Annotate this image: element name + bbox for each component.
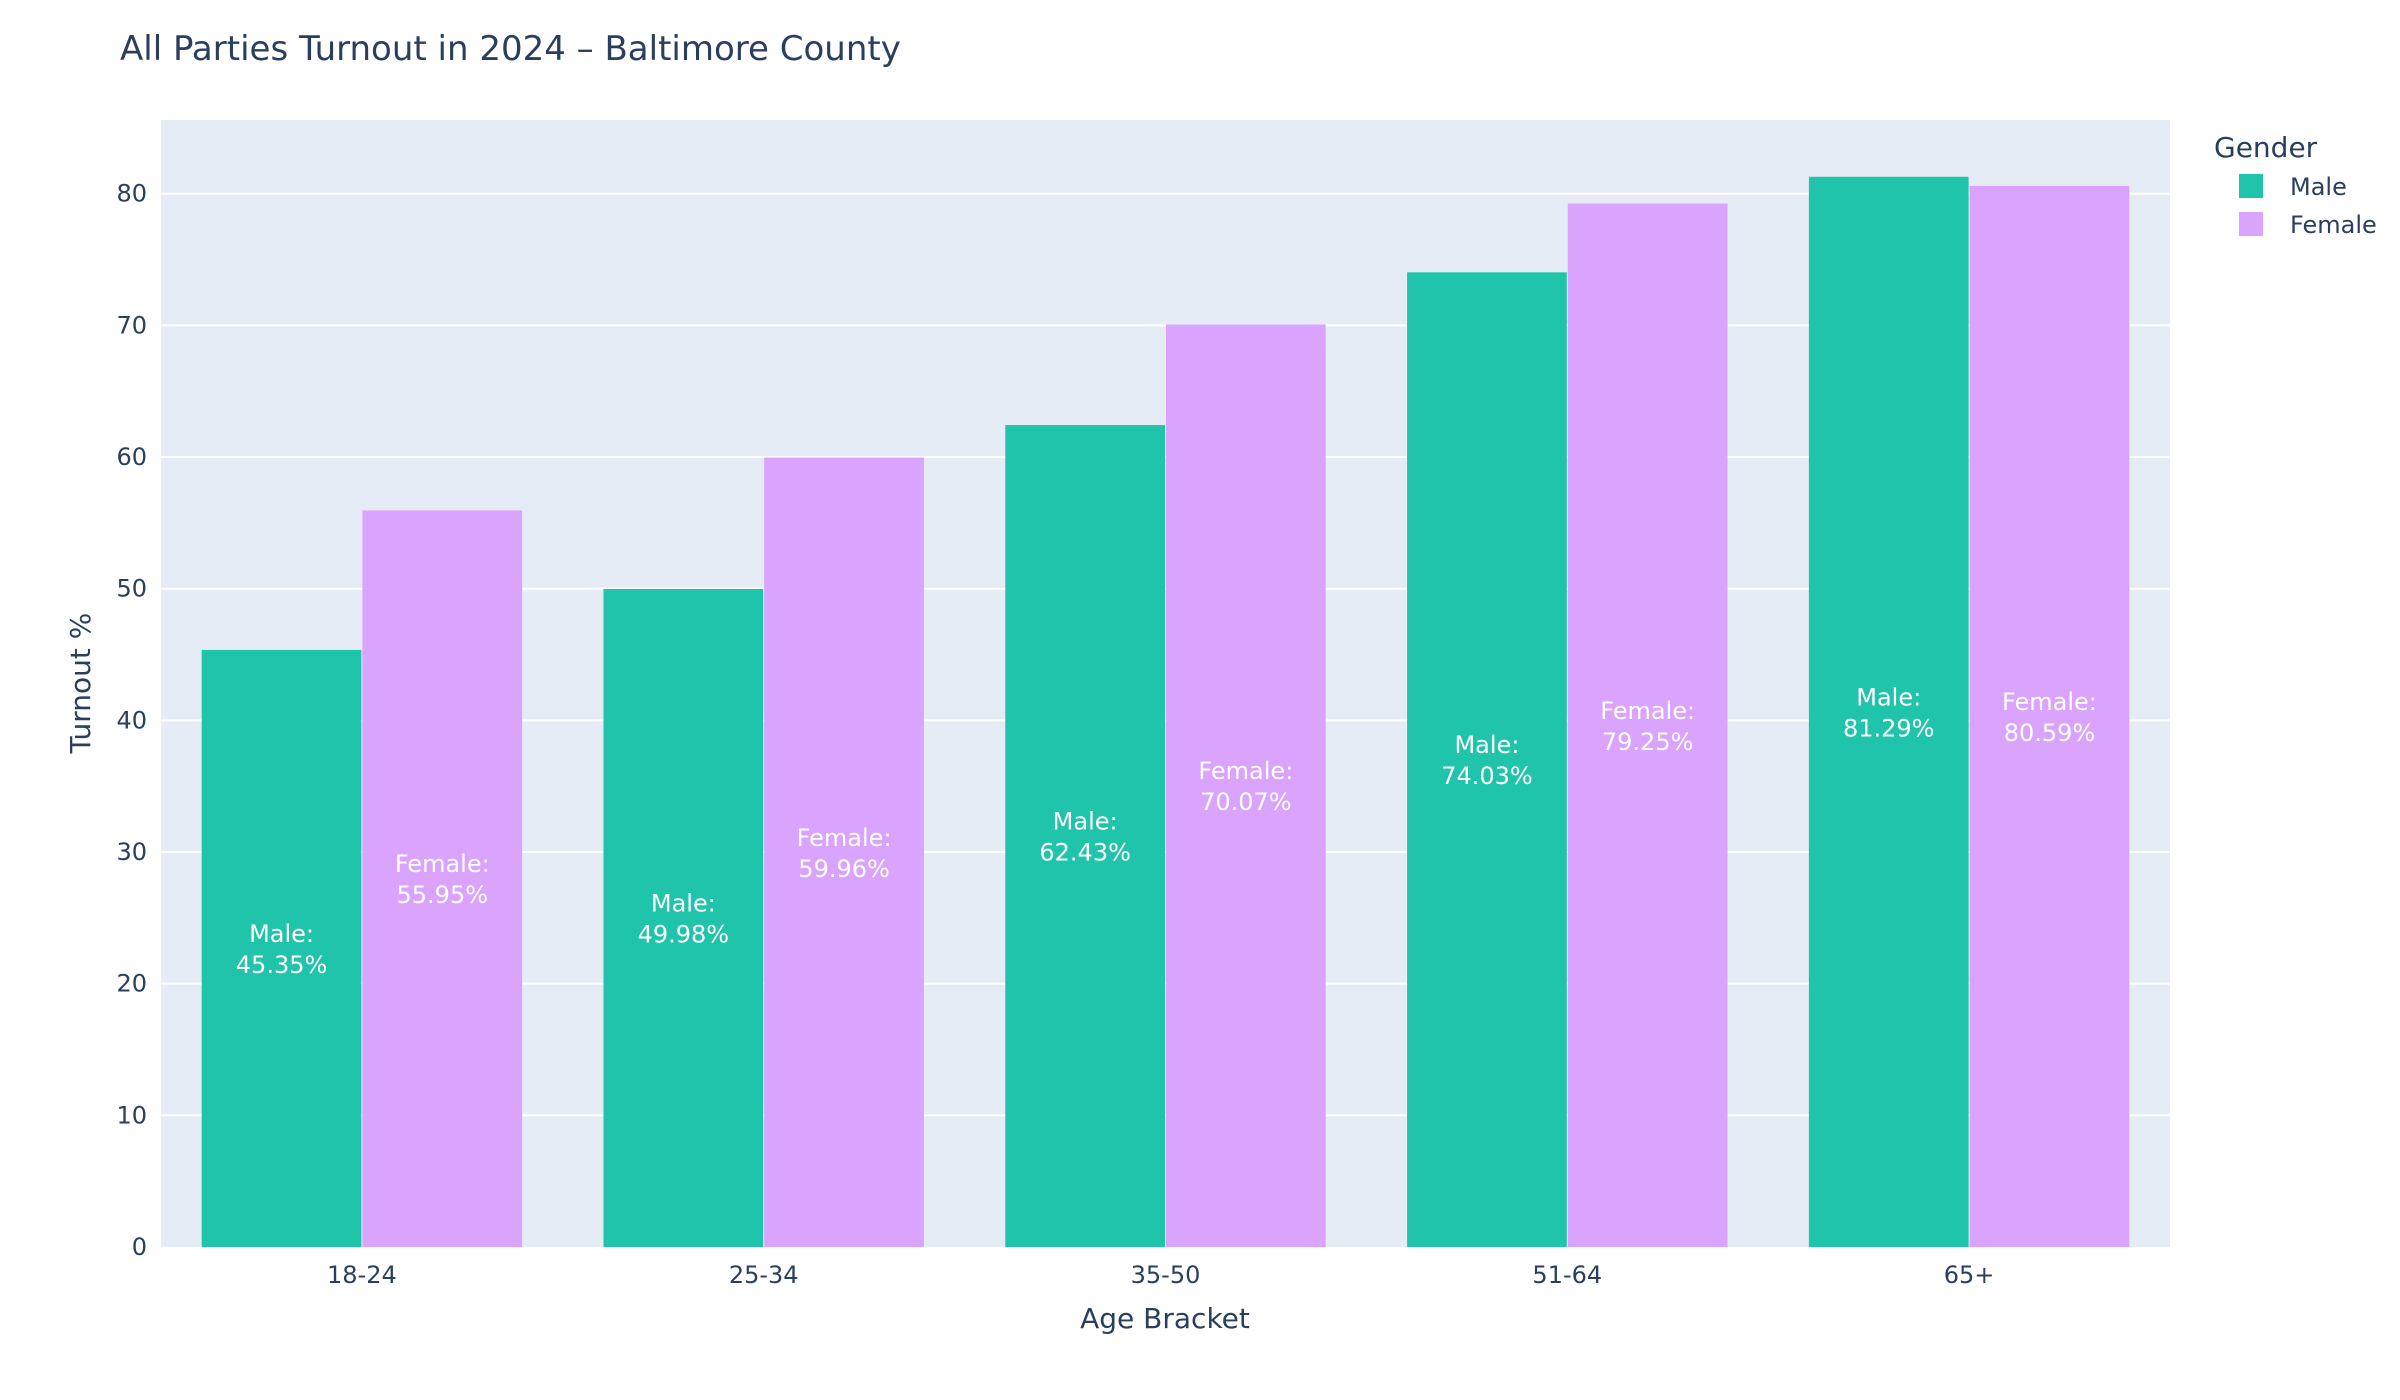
x-tick-label: 65+ [1944,1261,1995,1289]
bar-male[interactable] [1005,425,1165,1248]
bar-data-label: Male: 45.35% [236,920,328,979]
bar-female[interactable] [362,510,523,1248]
bar-female[interactable] [1567,203,1728,1247]
y-tick-label: 30 [116,838,147,866]
y-tick-label: 20 [116,970,147,998]
x-axis-ticks: 18-24 25-34 35-50 51-64 65+ [327,1261,1994,1289]
legend-swatch-male[interactable] [2239,174,2263,198]
bar-data-label: Female: 79.25% [1600,697,1695,756]
y-tick-label: 70 [116,311,147,339]
bar-male[interactable] [201,649,362,1247]
y-axis-ticks: 0 10 20 30 40 50 60 70 80 [116,180,147,1261]
bar-female[interactable] [1166,324,1326,1247]
legend: Gender Male Female [2214,131,2377,239]
x-tick-label: 25-34 [729,1261,799,1289]
legend-title: Gender [2214,131,2318,164]
x-tick-label: 35-50 [1131,1261,1201,1289]
bar-data-label: Female: 59.96% [797,824,892,883]
y-tick-label: 10 [116,1101,147,1129]
y-tick-label: 50 [116,575,147,603]
bar-female[interactable] [1969,185,2130,1248]
bar-data-label: Male: 49.98% [638,889,730,948]
bar-data-label: Male: 62.43% [1039,808,1131,867]
bar-data-label: Male: 74.03% [1441,731,1533,790]
legend-label-male: Male [2290,173,2347,201]
y-tick-label: 40 [116,706,147,734]
bar-data-label: Female: 55.95% [395,850,490,909]
legend-swatch-female[interactable] [2239,212,2263,236]
y-tick-label: 80 [116,180,147,208]
y-tick-label: 0 [132,1233,147,1261]
chart-title: All Parties Turnout in 2024 – Baltimore … [120,29,901,69]
x-tick-label: 51-64 [1532,1261,1602,1289]
legend-label-female: Female [2290,211,2377,239]
bars [201,176,2130,1248]
y-axis-title: Turnout % [64,613,97,755]
bar-female[interactable] [764,457,924,1247]
x-axis-title: Age Bracket [1080,1302,1250,1335]
bar-data-label: Female: 70.07% [1198,757,1293,816]
y-tick-label: 60 [116,443,147,471]
bar-data-label: Female: 80.59% [2002,688,2097,747]
bar-data-label: Male: 81.29% [1843,683,1935,742]
bar-labels: Male: 45.35% Female: 55.95% Male: 49.98% Femal… [236,683,2097,979]
x-tick-label: 18-24 [327,1261,397,1289]
bar-male[interactable] [1407,272,1567,1247]
bar-male[interactable] [603,588,764,1247]
bar-male[interactable] [1808,176,1969,1247]
